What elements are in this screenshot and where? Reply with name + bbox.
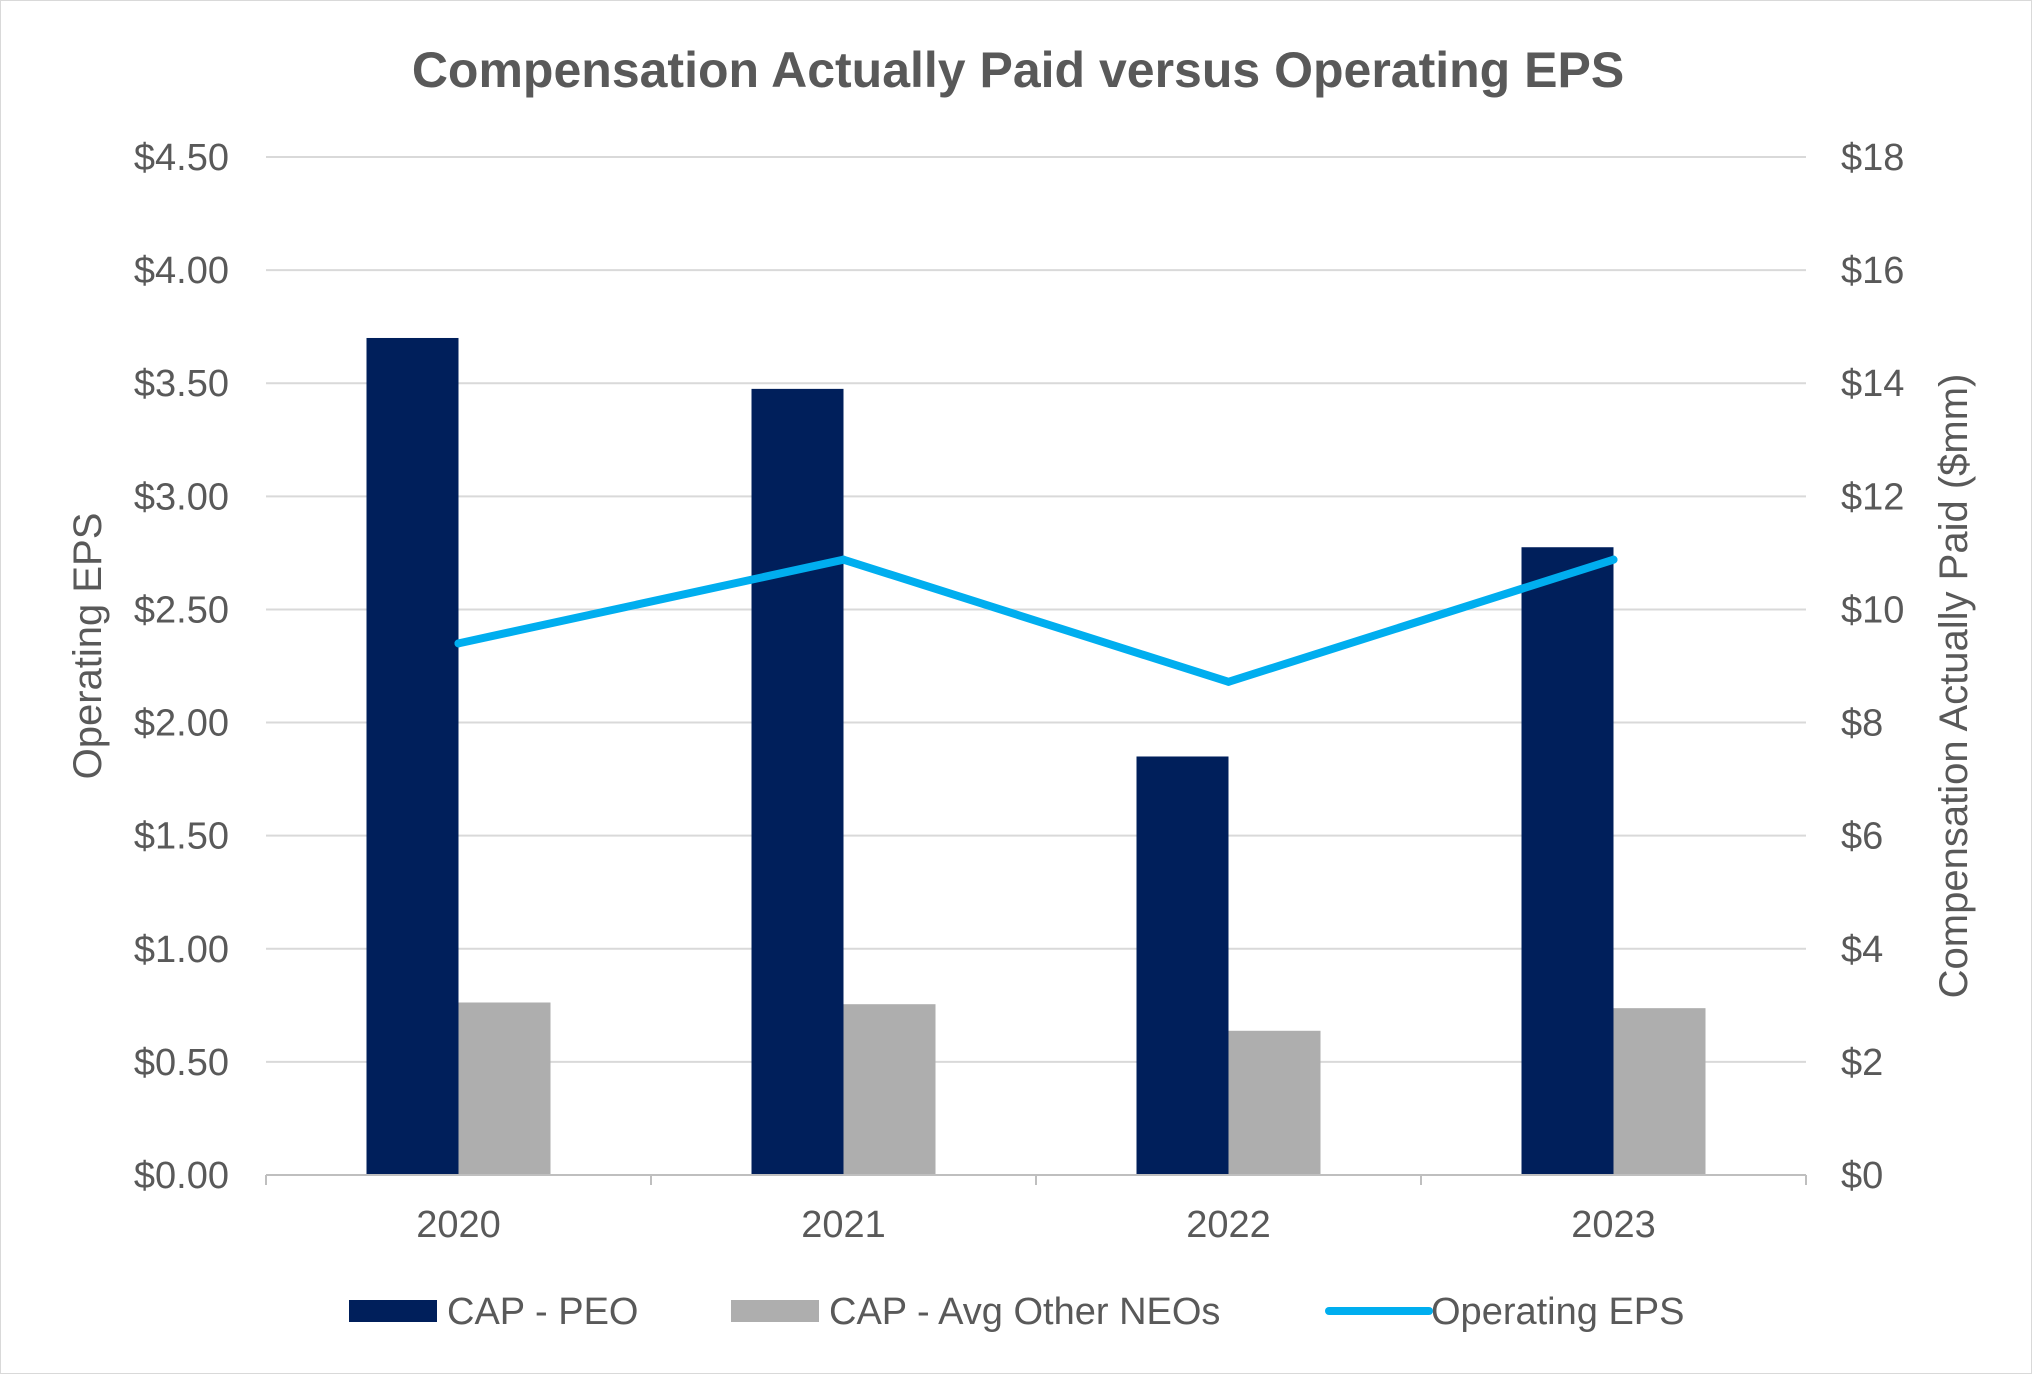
axes: $0.00 $0 $0.50 $2 $1.00 $4 $1.50 $6 $2.00 $8 $2.50…: [134, 137, 1905, 1246]
y-left-tick-label: $1.00: [134, 929, 229, 971]
y-left-tick-label: $0.00: [134, 1155, 229, 1197]
gridlines: [266, 156, 1806, 1063]
bar-cap-other-neos-2021: [843, 1004, 936, 1175]
y-right-tick-label: $4: [1841, 929, 1883, 971]
y-right-tick-label: $0: [1841, 1155, 1883, 1197]
y-right-tick-label: $8: [1841, 703, 1883, 745]
y-left-tick-label: $3.00: [134, 476, 229, 518]
legend-swatch: [731, 1300, 819, 1322]
y-axis-left-label: Operating EPS: [66, 513, 110, 780]
y-left-tick-label: $1.50: [134, 816, 229, 858]
bars: [366, 337, 1706, 1175]
y-left-tick-label: $3.50: [134, 363, 229, 405]
y-axis-right-label: Compensation Actually Paid ($mm): [1932, 374, 1976, 999]
y-right-tick-label: $2: [1841, 1042, 1883, 1084]
bar-cap-peo-2020: [366, 337, 459, 1175]
bar-cap-other-neos-2023: [1613, 1008, 1706, 1175]
bar-cap-other-neos-2022: [1228, 1030, 1321, 1175]
y-right-tick-label: $6: [1841, 816, 1883, 858]
y-right-tick-label: $14: [1841, 363, 1904, 405]
bar-cap-peo-2022: [1136, 756, 1229, 1175]
operating-eps-point-2022: [1224, 677, 1233, 686]
legend-label: Operating EPS: [1431, 1291, 1684, 1333]
x-tick-label: 2023: [1571, 1204, 1656, 1246]
bar-cap-peo-2021: [751, 388, 844, 1175]
operating-eps-point-2021: [839, 555, 848, 564]
bar-cap-other-neos-2020: [458, 1002, 551, 1175]
chart-title: Compensation Actually Paid versus Operat…: [412, 42, 1624, 98]
x-tick-label: 2020: [416, 1204, 501, 1246]
x-tick-label: 2021: [801, 1204, 886, 1246]
y-left-tick-label: $0.50: [134, 1042, 229, 1084]
x-tick-label: 2022: [1186, 1204, 1271, 1246]
y-left-tick-label: $4.50: [134, 137, 229, 179]
y-left-tick-label: $2.50: [134, 589, 229, 631]
bar-cap-peo-2023: [1521, 547, 1614, 1175]
y-right-tick-label: $18: [1841, 137, 1904, 179]
legend-label: CAP - PEO: [447, 1291, 638, 1333]
y-right-tick-label: $12: [1841, 476, 1904, 518]
y-right-tick-label: $10: [1841, 589, 1904, 631]
y-left-tick-label: $4.00: [134, 250, 229, 292]
legend-label: CAP - Avg Other NEOs: [829, 1291, 1220, 1333]
eps-line-group: [454, 555, 1618, 686]
operating-eps-point-2020: [454, 639, 463, 648]
legend-swatch: [349, 1300, 437, 1322]
legend: CAP - PEO CAP - Avg Other NEOs Operating E…: [349, 1291, 1684, 1333]
y-right-tick-label: $16: [1841, 250, 1904, 292]
y-left-tick-label: $2.00: [134, 703, 229, 745]
operating-eps-line: [454, 555, 1618, 686]
operating-eps-point-2023: [1609, 555, 1618, 564]
